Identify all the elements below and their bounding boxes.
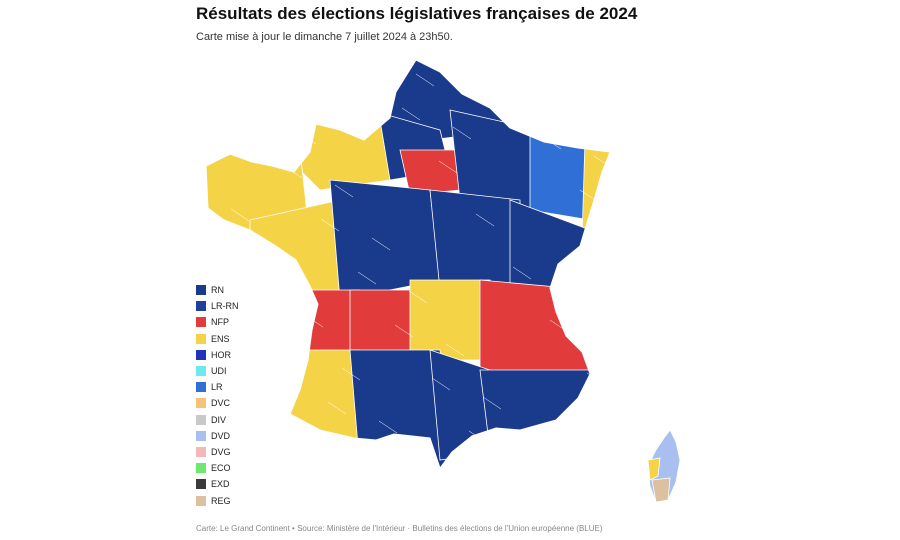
district-border bbox=[512, 266, 532, 280]
district-border bbox=[505, 83, 525, 97]
legend-swatch bbox=[196, 317, 206, 328]
district-border bbox=[401, 107, 421, 121]
district-border bbox=[230, 208, 250, 222]
legend-item-div: DIV bbox=[196, 412, 239, 428]
district-border bbox=[445, 343, 465, 357]
france-map bbox=[205, 59, 681, 503]
district-border bbox=[320, 218, 340, 232]
page-subtitle: Carte mise à jour le dimanche 7 juillet … bbox=[196, 31, 453, 43]
district-border bbox=[482, 396, 502, 410]
region-provence bbox=[479, 369, 610, 451]
legend-label: LR bbox=[211, 382, 223, 393]
district-border bbox=[290, 348, 310, 362]
district-border bbox=[519, 449, 539, 463]
legend-label: ENS bbox=[211, 333, 230, 344]
district-border bbox=[378, 420, 398, 434]
legend-item-udi: UDI bbox=[196, 363, 239, 379]
district-border bbox=[216, 242, 236, 256]
district-border bbox=[364, 454, 384, 468]
legend-label: EXD bbox=[211, 479, 230, 490]
legend-item-eco: ECO bbox=[196, 460, 239, 476]
region-bourgogne bbox=[429, 189, 521, 291]
legend-item-rn: RN bbox=[196, 282, 239, 298]
legend-item-nfp: NFP bbox=[196, 314, 239, 330]
district-border bbox=[357, 271, 377, 285]
district-border bbox=[431, 377, 451, 391]
legend-label: HOR bbox=[211, 349, 231, 360]
legend-swatch bbox=[196, 479, 206, 490]
district-border bbox=[415, 73, 435, 87]
district-border bbox=[475, 213, 495, 227]
region-limousin bbox=[349, 289, 421, 361]
region-corse-south bbox=[651, 477, 671, 503]
district-border bbox=[452, 126, 472, 140]
district-border bbox=[334, 184, 354, 198]
legend-item-exd: EXD bbox=[196, 476, 239, 492]
region-alsace bbox=[581, 139, 610, 241]
legend-label: DIV bbox=[211, 414, 227, 425]
district-border bbox=[327, 401, 347, 415]
legend-label: RN bbox=[211, 285, 224, 296]
district-border bbox=[253, 295, 273, 309]
district-border bbox=[394, 324, 414, 338]
legend-item-dvc: DVC bbox=[196, 395, 239, 411]
legend-swatch bbox=[196, 382, 206, 393]
district-border bbox=[408, 290, 428, 304]
legend-swatch bbox=[196, 446, 206, 457]
legend-swatch bbox=[196, 285, 206, 296]
legend-swatch bbox=[196, 301, 206, 312]
district-border bbox=[556, 102, 576, 116]
district-border bbox=[246, 112, 266, 126]
district-border bbox=[371, 237, 391, 251]
legend-label: REG bbox=[211, 495, 231, 506]
legend-item-dvd: DVD bbox=[196, 428, 239, 444]
legend-item-dvg: DVG bbox=[196, 444, 239, 460]
legend-label: NFP bbox=[211, 317, 229, 328]
legend-label: ECO bbox=[211, 463, 231, 474]
legend-item-lr-rn: LR-RN bbox=[196, 298, 239, 314]
district-border bbox=[260, 78, 280, 92]
footer-source: Carte: Le Grand Continent • Source: Mini… bbox=[196, 524, 603, 533]
page-title: Résultats des élections législatives fra… bbox=[196, 4, 638, 23]
legend-item-ens: ENS bbox=[196, 331, 239, 347]
legend-swatch bbox=[196, 398, 206, 409]
region-rhone-alpes bbox=[479, 279, 591, 381]
legend-swatch bbox=[196, 333, 206, 344]
legend-swatch bbox=[196, 414, 206, 425]
legend-label: DVC bbox=[211, 398, 231, 409]
legend-label: DVG bbox=[211, 446, 231, 457]
legend-item-lr: LR bbox=[196, 379, 239, 395]
district-border bbox=[341, 367, 361, 381]
region-auvergne bbox=[409, 279, 491, 361]
legend-label: DVD bbox=[211, 430, 231, 441]
legend-label: LR-RN bbox=[211, 301, 239, 312]
legend-item-reg: REG bbox=[196, 492, 239, 508]
legend-swatch bbox=[196, 366, 206, 377]
region-corse-west bbox=[647, 457, 661, 481]
legend-swatch bbox=[196, 430, 206, 441]
district-border bbox=[209, 60, 229, 73]
legend-label: UDI bbox=[211, 366, 227, 377]
map-legend: RN LR-RN NFP ENS HOR UDI LR DVC DIV DVD DVG ECO EXD R… bbox=[196, 282, 239, 509]
region-normandie bbox=[289, 109, 391, 191]
legend-item-hor: HOR bbox=[196, 347, 239, 363]
legend-swatch bbox=[196, 349, 206, 360]
legend-swatch bbox=[196, 463, 206, 474]
district-border bbox=[267, 261, 287, 275]
legend-swatch bbox=[196, 495, 206, 506]
district-border bbox=[438, 160, 458, 174]
